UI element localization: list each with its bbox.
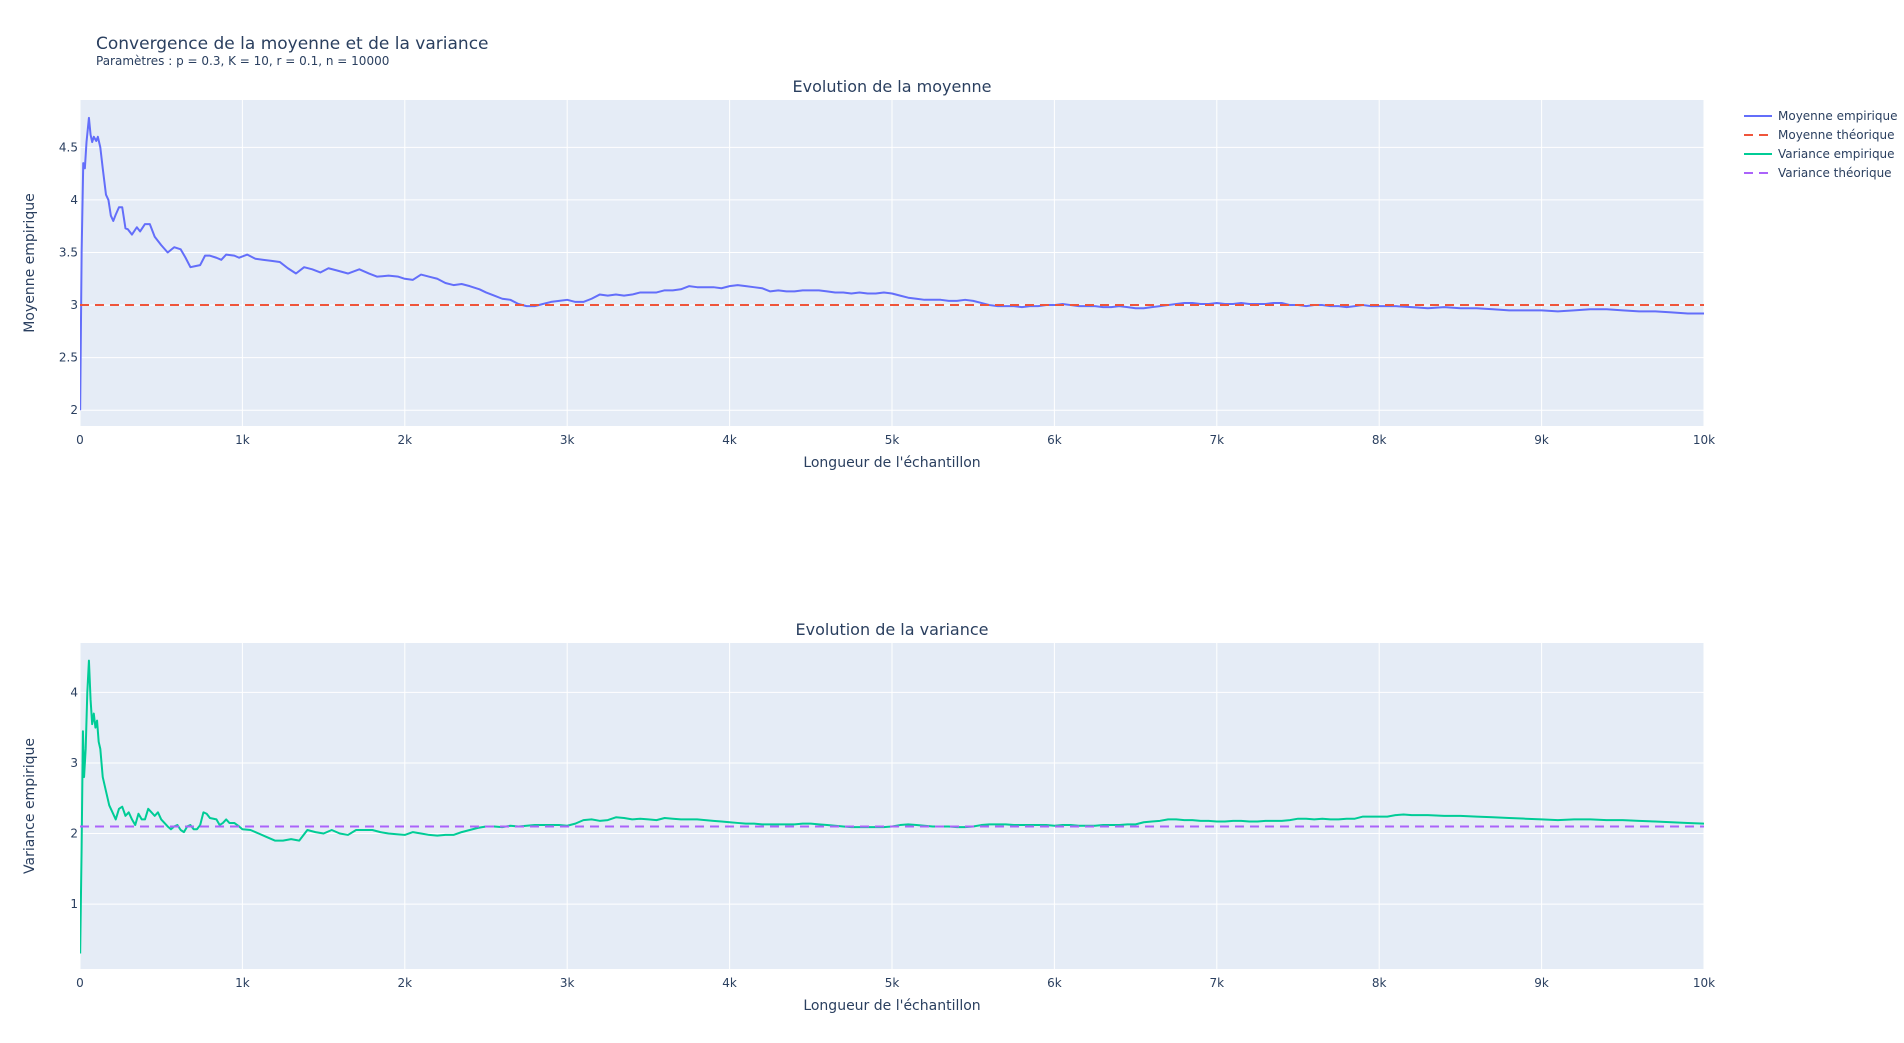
subplot-2: 0 1k 2k 3k 4k 5k 6k 7k 8k 9k 10k 1 2 3 4 Evolution de l…	[22, 620, 1715, 1014]
y-tick-label: 1	[70, 897, 78, 911]
x-tick-label: 9k	[1534, 433, 1549, 447]
x-tick-label: 3k	[560, 976, 575, 990]
x-tick-label: 1k	[235, 433, 250, 447]
legend-label: Variance théorique	[1778, 166, 1892, 180]
x-tick-label: 1k	[235, 976, 250, 990]
x-tick-label: 4k	[722, 433, 737, 447]
y-axis-title: Moyenne empirique	[22, 193, 38, 332]
x-tick-label: 3k	[560, 433, 575, 447]
x-tick-label: 8k	[1372, 976, 1387, 990]
x-tick-label: 2k	[398, 433, 413, 447]
y-tick-label: 4.5	[59, 140, 78, 154]
x-tick-label: 9k	[1534, 976, 1549, 990]
legend[interactable]: Moyenne empirique Moyenne théorique Varian…	[1744, 109, 1897, 180]
subplot-title: Evolution de la variance	[796, 620, 989, 639]
x-tick-label: 10k	[1693, 433, 1715, 447]
chart-title: Convergence de la moyenne et de la varia…	[96, 34, 489, 54]
legend-item[interactable]: Variance théorique	[1744, 166, 1892, 180]
y-tick-label: 2	[70, 827, 78, 841]
subplot-1: 0 1k 2k 3k 4k 5k 6k 7k 8k 9k 10k 2 2.5 3 3.5 4 4.5 Evolut…	[22, 77, 1715, 471]
series-line-moyenne-empirique	[80, 116, 1704, 411]
legend-item[interactable]: Moyenne empirique	[1744, 109, 1897, 123]
y-tick-label: 2	[70, 403, 78, 417]
x-tick-label: 0	[76, 433, 84, 447]
y-tick-label: 4	[70, 685, 78, 699]
x-tick-label: 7k	[1210, 976, 1225, 990]
legend-item[interactable]: Moyenne théorique	[1744, 128, 1895, 142]
legend-label: Moyenne empirique	[1778, 109, 1897, 123]
y-tick-label: 3	[70, 298, 78, 312]
x-tick-label: 10k	[1693, 976, 1715, 990]
y-tick-label: 2.5	[59, 351, 78, 365]
x-tick-label: 8k	[1372, 433, 1387, 447]
x-axis-title: Longueur de l'échantillon	[803, 455, 980, 471]
chart-subtitle: Paramètres : p = 0.3, K = 10, r = 0.1, n…	[96, 54, 389, 68]
x-tick-label: 4k	[722, 976, 737, 990]
x-tick-label: 6k	[1047, 433, 1062, 447]
legend-item[interactable]: Variance empirique	[1744, 147, 1895, 161]
x-tick-label: 2k	[398, 976, 413, 990]
y-axis-title: Variance empirique	[22, 738, 38, 874]
y-tick-label: 3	[70, 756, 78, 770]
y-tick-label: 4	[70, 193, 78, 207]
x-tick-label: 5k	[885, 976, 900, 990]
x-axis-title: Longueur de l'échantillon	[803, 998, 980, 1014]
x-tick-label: 5k	[885, 433, 900, 447]
x-tick-label: 6k	[1047, 976, 1062, 990]
legend-label: Moyenne théorique	[1778, 128, 1895, 142]
legend-label: Variance empirique	[1778, 147, 1895, 161]
subplot-title: Evolution de la moyenne	[793, 77, 992, 96]
x-tick-label: 7k	[1210, 433, 1225, 447]
y-tick-label: 3.5	[59, 245, 78, 259]
x-tick-label: 0	[76, 976, 84, 990]
subplots: 0 1k 2k 3k 4k 5k 6k 7k 8k 9k 10k 2 2.5 3 3.5 4 4.5 Evolut…	[22, 77, 1715, 1014]
